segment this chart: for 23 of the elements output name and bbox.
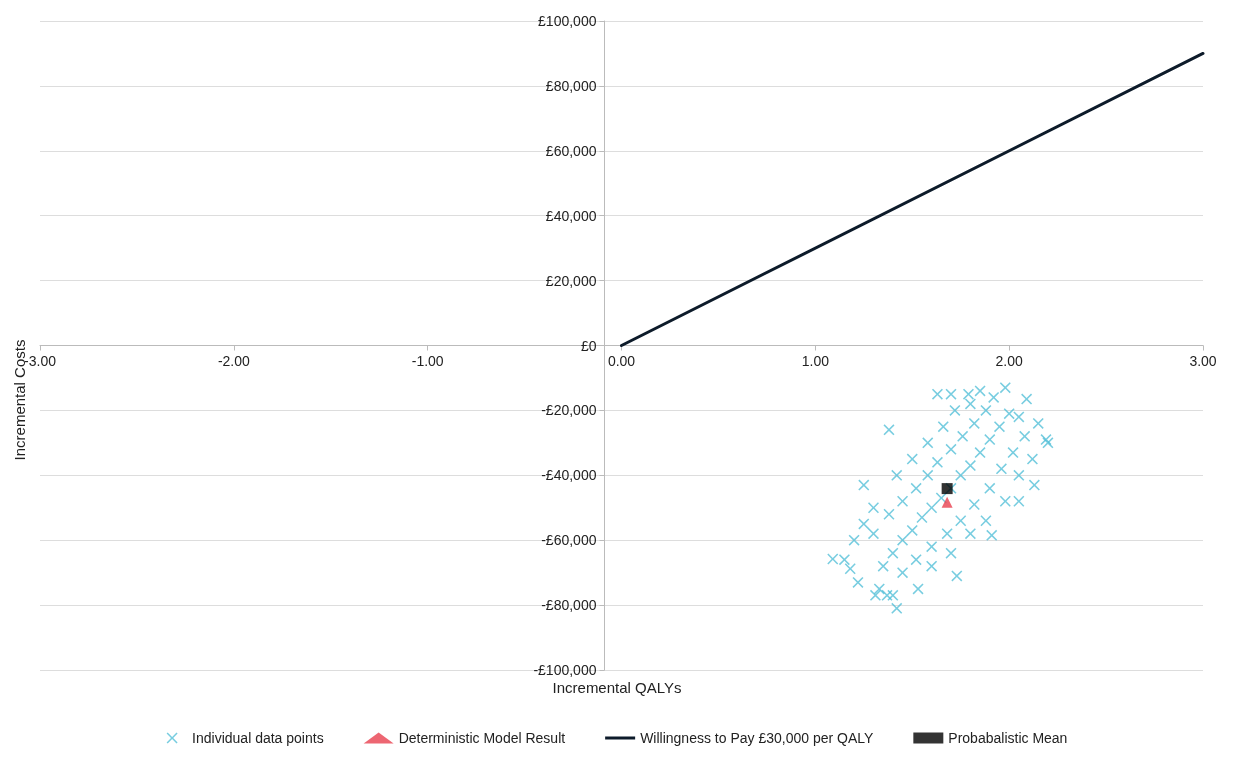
y-tick-label: -£60,000 bbox=[541, 532, 597, 549]
y-tick-label: £100,000 bbox=[538, 13, 597, 29]
y-tick-label: £0 bbox=[580, 337, 597, 354]
legend-label: Willingness to Pay £30,000 per QALY bbox=[640, 730, 874, 746]
y-tick-label: £60,000 bbox=[545, 142, 597, 159]
x-tick-label: 1.00 bbox=[801, 352, 830, 369]
x-tick-label: 3.00 bbox=[1189, 352, 1217, 369]
x-tick-label: -1.00 bbox=[411, 352, 444, 369]
x-axis-title: Incremental QALYs bbox=[552, 679, 682, 696]
y-tick-label: £40,000 bbox=[545, 207, 597, 224]
x-tick-label: 2.00 bbox=[995, 352, 1023, 369]
y-tick-label: £20,000 bbox=[545, 272, 597, 289]
legend-label: Individual data points bbox=[192, 730, 324, 746]
x-tick-label: -3.00 bbox=[24, 352, 57, 369]
y-tick-label: -£40,000 bbox=[541, 467, 597, 484]
legend-label: Probabalistic Mean bbox=[948, 730, 1068, 746]
x-tick-label: 0.00 bbox=[607, 352, 636, 369]
y-tick-label: -£80,000 bbox=[541, 597, 597, 614]
x-tick-label: -2.00 bbox=[217, 352, 250, 369]
legend-label: Deterministic Model Result bbox=[398, 730, 566, 746]
y-tick-label: -£20,000 bbox=[541, 402, 597, 419]
y-tick-label: -£100,000 bbox=[533, 662, 597, 678]
y-tick-label: £80,000 bbox=[545, 77, 597, 94]
